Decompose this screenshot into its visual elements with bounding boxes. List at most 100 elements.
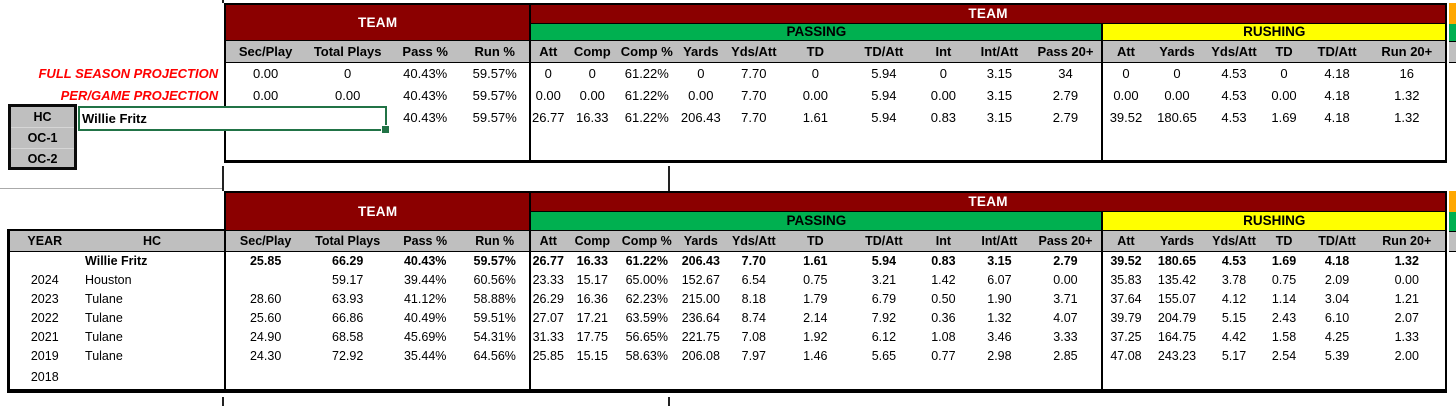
data-cell[interactable] — [727, 365, 781, 393]
column-header-cell[interactable]: TD/Att — [1305, 39, 1369, 63]
data-cell[interactable]: 1.14 — [1271, 291, 1297, 306]
data-cell[interactable]: 206.08 — [681, 348, 720, 363]
data-cell[interactable] — [780, 365, 851, 393]
data-cell[interactable]: 39.52 — [1101, 106, 1149, 128]
column-header-cell[interactable]: TD/Att — [1305, 229, 1369, 252]
data-cell[interactable]: 59.57% — [473, 253, 516, 268]
data-cell[interactable]: 64.56% — [473, 348, 516, 363]
empty-cell[interactable] — [224, 128, 531, 150]
data-cell[interactable]: 1.42 — [931, 272, 956, 287]
section-header-team-wide[interactable]: TEAM — [530, 3, 1447, 23]
data-cell[interactable]: 0.00 — [1101, 84, 1149, 106]
data-cell[interactable]: 1.69 — [1271, 109, 1297, 125]
data-cell[interactable]: 4.18 — [1324, 253, 1350, 268]
data-cell[interactable]: 6.07 — [987, 272, 1012, 287]
data-cell[interactable]: 15.17 — [576, 272, 608, 287]
data-cell[interactable]: 59.57% — [472, 109, 517, 125]
data-cell[interactable]: 40.43% — [403, 87, 448, 103]
data-cell[interactable]: 5.17 — [1221, 348, 1247, 363]
data-cell[interactable]: 4.53 — [1221, 253, 1247, 268]
column-header-cell[interactable]: Att — [529, 39, 566, 63]
data-cell[interactable]: 2.79 — [1053, 253, 1078, 268]
data-cell[interactable]: 3.78 — [1221, 272, 1247, 287]
data-cell[interactable] — [1148, 365, 1206, 393]
data-cell[interactable]: 1.32 — [1368, 251, 1448, 270]
data-cell[interactable]: 7.70 — [741, 253, 766, 268]
data-cell[interactable]: 61.22% — [624, 65, 669, 81]
column-header-cell[interactable]: Yds/Att — [727, 229, 781, 252]
data-cell[interactable]: 26.29 — [529, 289, 566, 308]
data-cell[interactable]: 4.18 — [1324, 65, 1350, 81]
data-cell[interactable]: 17.21 — [576, 310, 608, 325]
data-cell[interactable]: 1.79 — [803, 291, 828, 306]
coach-name-cell[interactable]: Tulane — [85, 329, 123, 344]
data-cell[interactable]: 37.25 — [1101, 327, 1149, 346]
data-cell[interactable]: 4.53 — [1221, 87, 1247, 103]
data-cell[interactable] — [1262, 365, 1306, 393]
data-cell[interactable]: 3.15 — [986, 109, 1013, 125]
data-cell[interactable]: 59.57% — [472, 65, 517, 81]
data-cell[interactable]: 180.65 — [1157, 109, 1197, 125]
data-cell[interactable]: 37.64 — [1101, 289, 1149, 308]
data-cell[interactable]: 54.31% — [473, 329, 516, 344]
data-cell[interactable]: 2.00 — [1368, 346, 1448, 365]
data-cell[interactable]: 4.53 — [1221, 109, 1247, 125]
column-header-cell[interactable]: Yards — [674, 229, 728, 252]
data-cell[interactable] — [1029, 365, 1103, 393]
year-cell[interactable]: 2023 — [6, 289, 81, 308]
coach-name-cell[interactable]: Houston — [85, 272, 132, 287]
data-cell[interactable] — [390, 365, 461, 393]
data-cell[interactable]: 7.08 — [741, 329, 766, 344]
data-cell[interactable]: 236.64 — [681, 310, 720, 325]
data-cell[interactable]: 5.39 — [1324, 348, 1350, 363]
coach-slot-hc[interactable]: HC — [33, 110, 52, 124]
data-cell[interactable]: 7.70 — [741, 109, 767, 125]
column-header-cell[interactable]: Pass % — [390, 39, 461, 63]
data-cell[interactable]: 2.54 — [1271, 348, 1297, 363]
column-header-cell[interactable]: TD/Att — [850, 39, 918, 63]
data-cell[interactable]: 17.75 — [576, 329, 608, 344]
data-cell[interactable]: 0 — [1101, 62, 1149, 84]
data-cell[interactable] — [917, 365, 970, 393]
data-cell[interactable]: 7.70 — [741, 87, 767, 103]
coach-name-cell[interactable]: Tulane — [85, 291, 123, 306]
column-header-cell[interactable]: Att — [1101, 229, 1149, 252]
column-header-cell[interactable]: TD/Att — [850, 229, 918, 252]
data-cell[interactable]: 180.65 — [1157, 253, 1197, 268]
data-cell[interactable]: 6.10 — [1324, 310, 1350, 325]
column-header-cell[interactable]: TD — [780, 39, 851, 63]
data-cell[interactable]: 1.32 — [987, 310, 1012, 325]
data-cell[interactable] — [224, 270, 306, 289]
data-cell[interactable]: 7.97 — [741, 348, 766, 363]
data-cell[interactable]: 3.21 — [871, 272, 897, 287]
data-cell[interactable]: 66.86 — [332, 310, 364, 325]
data-cell[interactable]: 1.32 — [1368, 106, 1448, 128]
data-cell[interactable]: 152.67 — [681, 272, 720, 287]
data-cell[interactable]: 3.15 — [987, 253, 1012, 268]
data-cell[interactable]: 1.69 — [1271, 253, 1297, 268]
data-cell[interactable]: 63.93 — [332, 291, 364, 306]
data-cell[interactable]: 0.83 — [930, 109, 957, 125]
year-cell[interactable]: 2021 — [6, 327, 81, 346]
column-header-year[interactable]: YEAR — [6, 229, 81, 252]
year-cell[interactable]: 2022 — [6, 308, 81, 327]
data-cell[interactable]: 204.79 — [1157, 310, 1197, 325]
data-cell[interactable] — [969, 365, 1030, 393]
data-cell[interactable] — [529, 365, 566, 393]
data-cell[interactable]: 3.71 — [1053, 291, 1078, 306]
data-cell[interactable]: 61.22% — [625, 253, 668, 268]
data-cell[interactable]: 0 — [811, 65, 819, 81]
data-cell[interactable]: 4.42 — [1221, 329, 1247, 344]
empty-cell[interactable] — [224, 150, 531, 163]
data-cell[interactable]: 6.12 — [871, 329, 897, 344]
data-cell[interactable]: 0 — [344, 65, 352, 81]
data-cell[interactable]: 8.18 — [741, 291, 766, 306]
data-cell[interactable]: 2.98 — [987, 348, 1012, 363]
data-cell[interactable]: 6.79 — [871, 291, 897, 306]
data-cell[interactable]: 2.43 — [1271, 310, 1297, 325]
section-header-team[interactable]: TEAM — [224, 191, 532, 230]
data-cell[interactable]: 215.00 — [681, 291, 720, 306]
data-cell[interactable]: 28.60 — [224, 289, 306, 308]
column-header-cell[interactable]: Total Plays — [305, 39, 391, 63]
data-cell[interactable]: 2.79 — [1052, 109, 1079, 125]
